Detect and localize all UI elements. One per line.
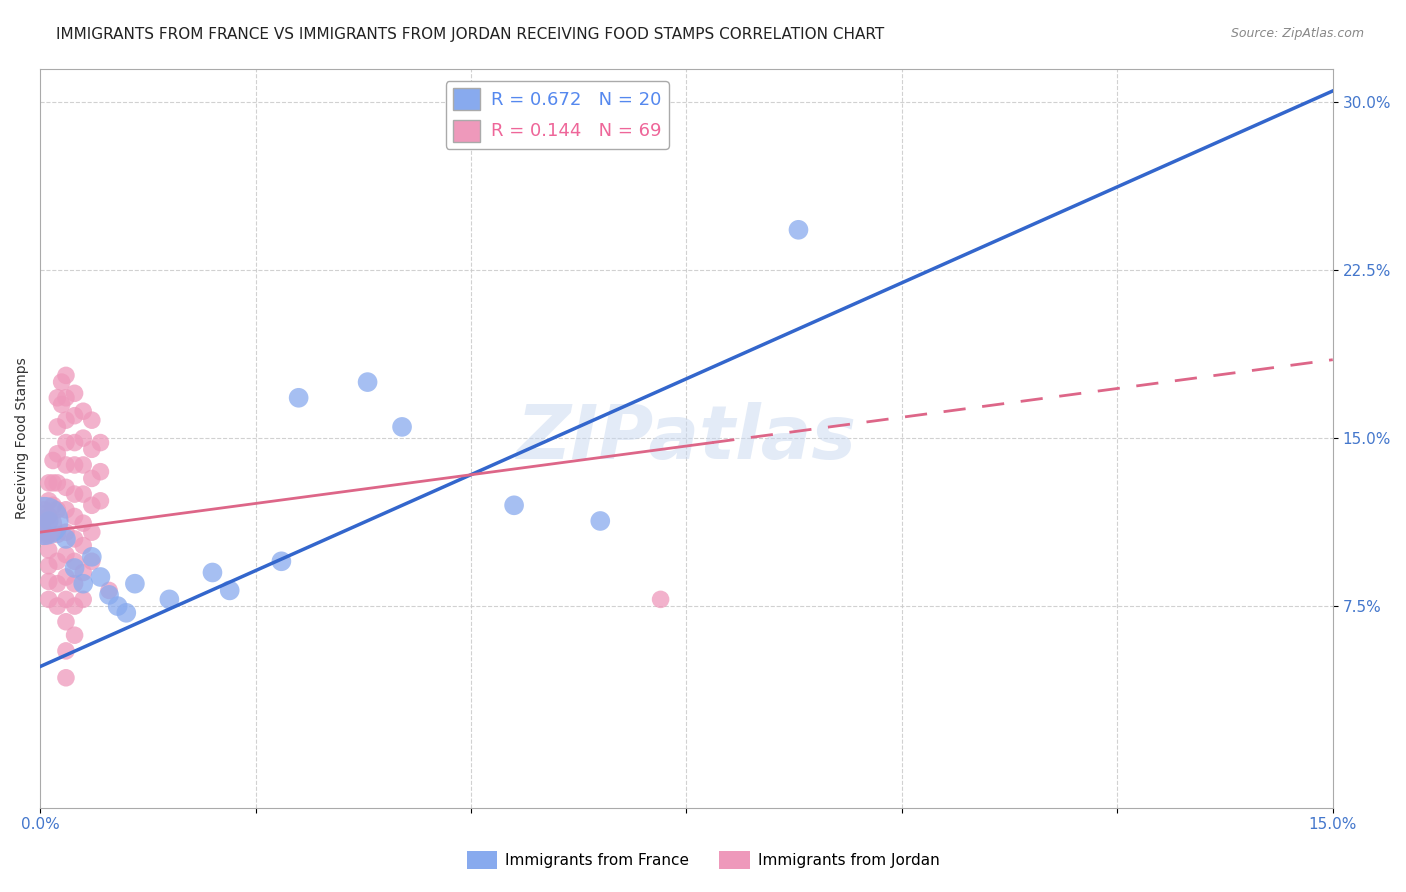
Point <box>42 453 65 467</box>
Point <box>63 599 86 613</box>
Point <box>63 435 86 450</box>
Point <box>80 549 103 564</box>
Point <box>38 543 60 558</box>
Point <box>55 458 77 472</box>
Point <box>356 375 378 389</box>
Point <box>55 548 77 562</box>
Point <box>38 592 60 607</box>
Point <box>72 487 94 501</box>
Point <box>98 583 121 598</box>
Point <box>31 518 53 533</box>
Point <box>55 592 77 607</box>
Text: Source: ZipAtlas.com: Source: ZipAtlas.com <box>1230 27 1364 40</box>
Legend: Immigrants from France, Immigrants from Jordan: Immigrants from France, Immigrants from … <box>461 845 945 875</box>
Point <box>391 420 413 434</box>
Point <box>63 386 86 401</box>
Point <box>46 554 69 568</box>
Point <box>55 391 77 405</box>
Point <box>46 420 69 434</box>
Point <box>89 493 111 508</box>
Point <box>55 525 77 540</box>
Point <box>89 435 111 450</box>
Point <box>55 671 77 685</box>
Point <box>80 498 103 512</box>
Point <box>55 413 77 427</box>
Point <box>80 471 103 485</box>
Point <box>72 539 94 553</box>
Point <box>157 592 180 607</box>
Point <box>63 532 86 546</box>
Point <box>34 514 56 528</box>
Point <box>98 588 121 602</box>
Point <box>46 527 69 541</box>
Point <box>72 566 94 580</box>
Point <box>650 592 672 607</box>
Point <box>72 576 94 591</box>
Point <box>287 391 309 405</box>
Point <box>38 527 60 541</box>
Point <box>34 502 56 516</box>
Point <box>38 509 60 524</box>
Point <box>38 574 60 589</box>
Point <box>107 599 129 613</box>
Point <box>55 480 77 494</box>
Text: ZIPatlas: ZIPatlas <box>516 401 856 475</box>
Point <box>80 554 103 568</box>
Point <box>51 375 73 389</box>
Y-axis label: Receiving Food Stamps: Receiving Food Stamps <box>15 357 30 519</box>
Point <box>218 583 240 598</box>
Point <box>55 368 77 383</box>
Point <box>46 576 69 591</box>
Point <box>63 554 86 568</box>
Point <box>55 502 77 516</box>
Point <box>124 576 146 591</box>
Point <box>46 447 69 461</box>
Point <box>80 413 103 427</box>
Point <box>787 223 810 237</box>
Point <box>63 487 86 501</box>
Point <box>80 525 103 540</box>
Point <box>55 532 77 546</box>
Point <box>38 493 60 508</box>
Point <box>55 615 77 629</box>
Point <box>38 558 60 573</box>
Point <box>63 509 86 524</box>
Point <box>46 475 69 490</box>
Point <box>51 397 73 411</box>
Point <box>72 592 94 607</box>
Point <box>589 514 612 528</box>
Point <box>89 570 111 584</box>
Point <box>55 644 77 658</box>
Point <box>72 458 94 472</box>
Point <box>46 391 69 405</box>
Point <box>55 570 77 584</box>
Point <box>46 599 69 613</box>
Point <box>34 527 56 541</box>
Point <box>80 442 103 457</box>
Point <box>38 514 60 528</box>
Point <box>63 458 86 472</box>
Point <box>63 628 86 642</box>
Point <box>270 554 292 568</box>
Point <box>63 576 86 591</box>
Legend: R = 0.672   N = 20, R = 0.144   N = 69: R = 0.672 N = 20, R = 0.144 N = 69 <box>446 81 669 149</box>
Point <box>42 498 65 512</box>
Point <box>89 465 111 479</box>
Point <box>115 606 138 620</box>
Point <box>503 498 526 512</box>
Point <box>38 475 60 490</box>
Point <box>201 566 224 580</box>
Point <box>72 431 94 445</box>
Point <box>72 404 94 418</box>
Point <box>63 409 86 423</box>
Point <box>46 502 69 516</box>
Point <box>63 561 86 575</box>
Point <box>42 475 65 490</box>
Text: IMMIGRANTS FROM FRANCE VS IMMIGRANTS FROM JORDAN RECEIVING FOOD STAMPS CORRELATI: IMMIGRANTS FROM FRANCE VS IMMIGRANTS FRO… <box>56 27 884 42</box>
Point <box>31 516 53 531</box>
Point <box>72 516 94 531</box>
Point <box>55 435 77 450</box>
